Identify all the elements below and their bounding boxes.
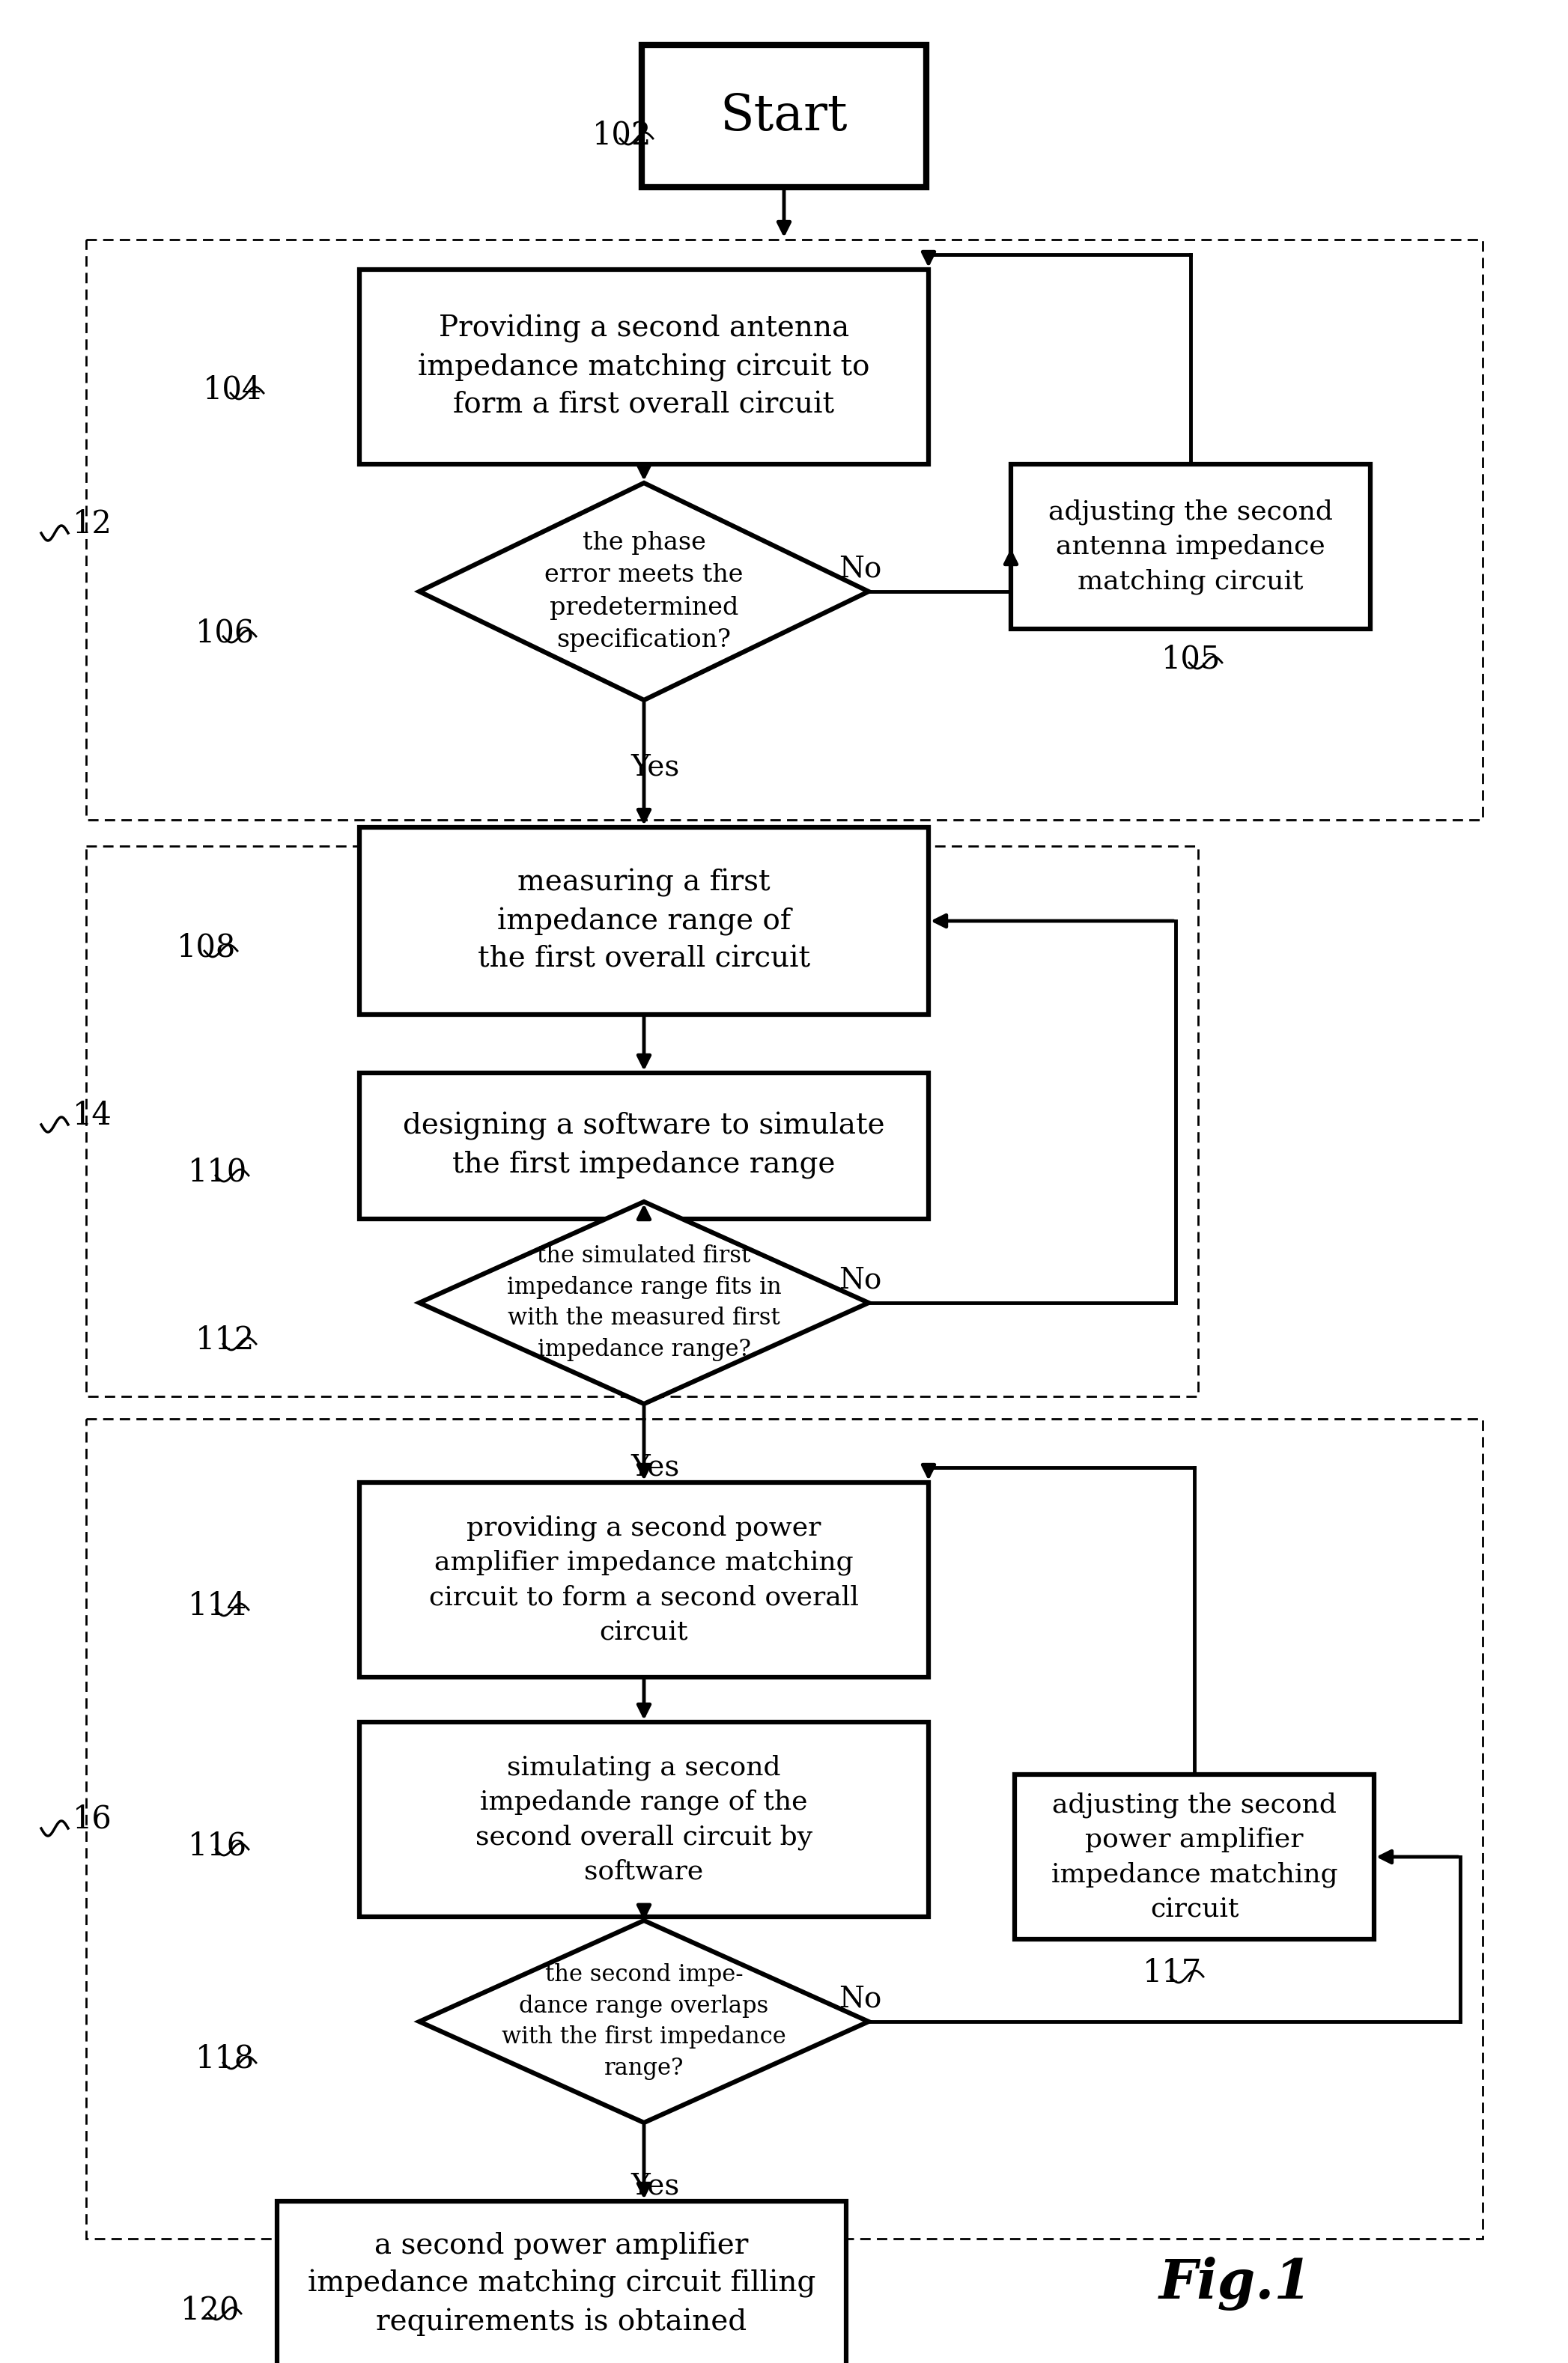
Text: 117: 117 [1143, 1957, 1201, 1990]
Text: measuring a first
impedance range of
the first overall circuit: measuring a first impedance range of the… [478, 870, 811, 974]
Text: 108: 108 [177, 931, 235, 962]
Bar [86, 846, 1198, 1397]
Bar [1011, 463, 1370, 629]
Bar [359, 1723, 928, 1916]
Text: Start: Start [720, 92, 848, 139]
Text: 114: 114 [188, 1590, 248, 1621]
Text: designing a software to simulate
the first impedance range: designing a software to simulate the fir… [403, 1113, 884, 1179]
Text: 102: 102 [593, 118, 651, 151]
Text: providing a second power
amplifier impedance matching
circuit to form a second o: providing a second power amplifier imped… [430, 1515, 859, 1645]
Text: Yes: Yes [630, 1453, 679, 1482]
Text: 105: 105 [1162, 643, 1220, 673]
Text: a second power amplifier
impedance matching circuit filling
requirements is obta: a second power amplifier impedance match… [307, 2231, 815, 2337]
Text: 106: 106 [196, 617, 254, 647]
Bar [359, 1482, 928, 1678]
Text: Providing a second antenna
impedance matching circuit to
form a first overall ci: Providing a second antenna impedance mat… [419, 314, 870, 418]
Polygon shape [419, 482, 869, 699]
Text: adjusting the second
antenna impedance
matching circuit: adjusting the second antenna impedance m… [1049, 499, 1333, 593]
Text: the simulated first
impedance range fits in
with the measured first
impedance ra: the simulated first impedance range fits… [506, 1245, 781, 1361]
Bar [1014, 1775, 1374, 1940]
Text: 104: 104 [202, 373, 262, 404]
Text: 12: 12 [72, 508, 113, 539]
Text: No: No [839, 1267, 881, 1295]
Bar [86, 239, 1483, 820]
Text: Yes: Yes [630, 754, 679, 782]
Text: Fig.1: Fig.1 [1159, 2257, 1312, 2311]
Text: the second impe-
dance range overlaps
with the first impedance
range?: the second impe- dance range overlaps wi… [502, 1964, 786, 2079]
Text: 16: 16 [72, 1803, 113, 1836]
Text: No: No [839, 555, 881, 584]
Text: No: No [839, 1985, 881, 2013]
Bar [641, 45, 927, 187]
Text: 14: 14 [72, 1099, 113, 1132]
Bar [359, 269, 928, 463]
Text: 116: 116 [188, 1829, 248, 1862]
Text: 118: 118 [196, 2044, 254, 2075]
Bar [359, 1073, 928, 1219]
Bar [359, 827, 928, 1014]
Bar [278, 2202, 847, 2363]
Text: 110: 110 [188, 1156, 248, 1189]
Polygon shape [419, 1921, 869, 2122]
Polygon shape [419, 1203, 869, 1404]
Text: adjusting the second
power amplifier
impedance matching
circuit: adjusting the second power amplifier imp… [1051, 1791, 1338, 1921]
Text: the phase
error meets the
predetermined
specification?: the phase error meets the predetermined … [544, 532, 743, 652]
Bar [86, 1418, 1483, 2238]
Text: 120: 120 [180, 2294, 240, 2325]
Text: 112: 112 [194, 1326, 254, 1356]
Text: Yes: Yes [630, 2172, 679, 2200]
Text: simulating a second
impedande range of the
second overall circuit by
software: simulating a second impedande range of t… [475, 1753, 812, 1886]
